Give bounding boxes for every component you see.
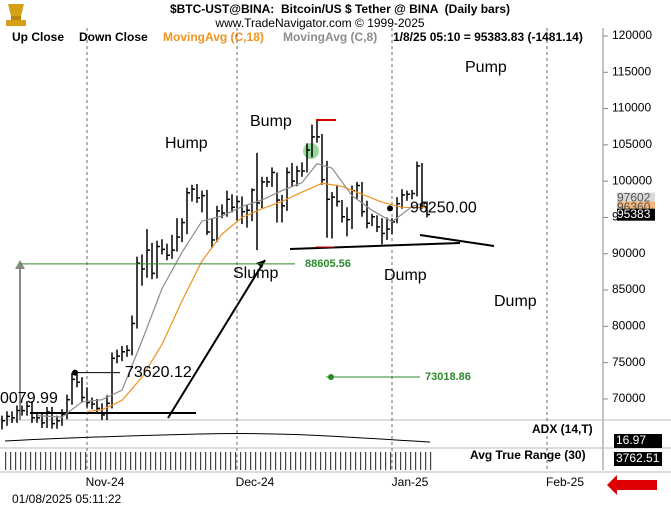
annotation: Bump xyxy=(250,113,292,130)
level-dot xyxy=(387,205,393,212)
chart-subtitle: www.TradeNavigator.com © 1999-2025 xyxy=(214,16,424,30)
y-tick-label: 120000 xyxy=(612,28,652,42)
level-label: 88605.56 xyxy=(305,258,351,270)
level-label: 96250.00 xyxy=(410,200,477,217)
annotation: Pump xyxy=(465,59,507,76)
legend-entry: Up Close xyxy=(12,30,64,44)
indicator-value: 16.97 xyxy=(616,433,646,447)
annotation: Dump xyxy=(384,267,427,284)
legend-entry: MovingAvg (C,18) xyxy=(163,30,264,44)
arrow-head xyxy=(15,260,25,269)
y-tick-label: 75000 xyxy=(612,355,646,369)
level-dot xyxy=(72,369,78,376)
annotation: Dump xyxy=(494,293,537,310)
indicator-value: 3762.51 xyxy=(616,451,660,465)
annotation: 0079.99 xyxy=(0,390,58,407)
y-tick-label: 90000 xyxy=(612,246,646,260)
moving-average xyxy=(36,163,428,418)
y-tick-label: 100000 xyxy=(612,173,652,187)
legend-entry: Down Close xyxy=(79,30,148,44)
y-tick-label: 70000 xyxy=(612,391,646,405)
y-tick-label: 115000 xyxy=(612,64,651,78)
price-tag-label: 95383 xyxy=(617,207,651,221)
timestamp: 01/08/2025 05:11:22 xyxy=(12,492,122,506)
level-dot xyxy=(328,374,334,381)
annotation: Hump xyxy=(165,135,208,152)
chart-title: $BTC-UST@BINA: Bitcoin/US $ Tether @ BIN… xyxy=(170,2,510,16)
trend-lines xyxy=(30,234,495,419)
y-tick-label: 110000 xyxy=(612,101,651,115)
y-tick-label: 85000 xyxy=(612,282,646,296)
logo xyxy=(6,4,26,26)
y-tick-label: 80000 xyxy=(612,319,646,333)
indicator-name: ADX (14,T) xyxy=(532,422,593,436)
moving-average xyxy=(86,182,428,412)
highlight xyxy=(303,143,319,159)
level-label: 73018.86 xyxy=(425,371,471,383)
quote: 1/8/25 05:10 = 95383.83 (-1481.14) xyxy=(393,30,583,44)
indicator-box xyxy=(614,452,662,466)
legend-entry: MovingAvg (C,8) xyxy=(283,30,377,44)
x-tick-label: Jan-25 xyxy=(392,475,429,489)
indicator-name: Avg True Range (30) xyxy=(470,448,586,462)
price-tag xyxy=(617,208,655,221)
x-tick-label: Nov-24 xyxy=(86,475,125,489)
indicator-box xyxy=(614,434,662,448)
atr-bars xyxy=(2,452,432,470)
annotation: Slump xyxy=(233,265,278,282)
price-tag xyxy=(617,192,655,205)
x-tick-label: Feb-25 xyxy=(546,475,584,489)
level-label: 73620.12 xyxy=(125,364,192,381)
adx-line xyxy=(4,432,431,443)
scroll-arrow xyxy=(607,475,657,495)
price-tag-label: 97602 xyxy=(617,191,651,205)
x-tick-label: Dec-24 xyxy=(236,475,275,489)
y-tick-label: 105000 xyxy=(612,137,652,151)
